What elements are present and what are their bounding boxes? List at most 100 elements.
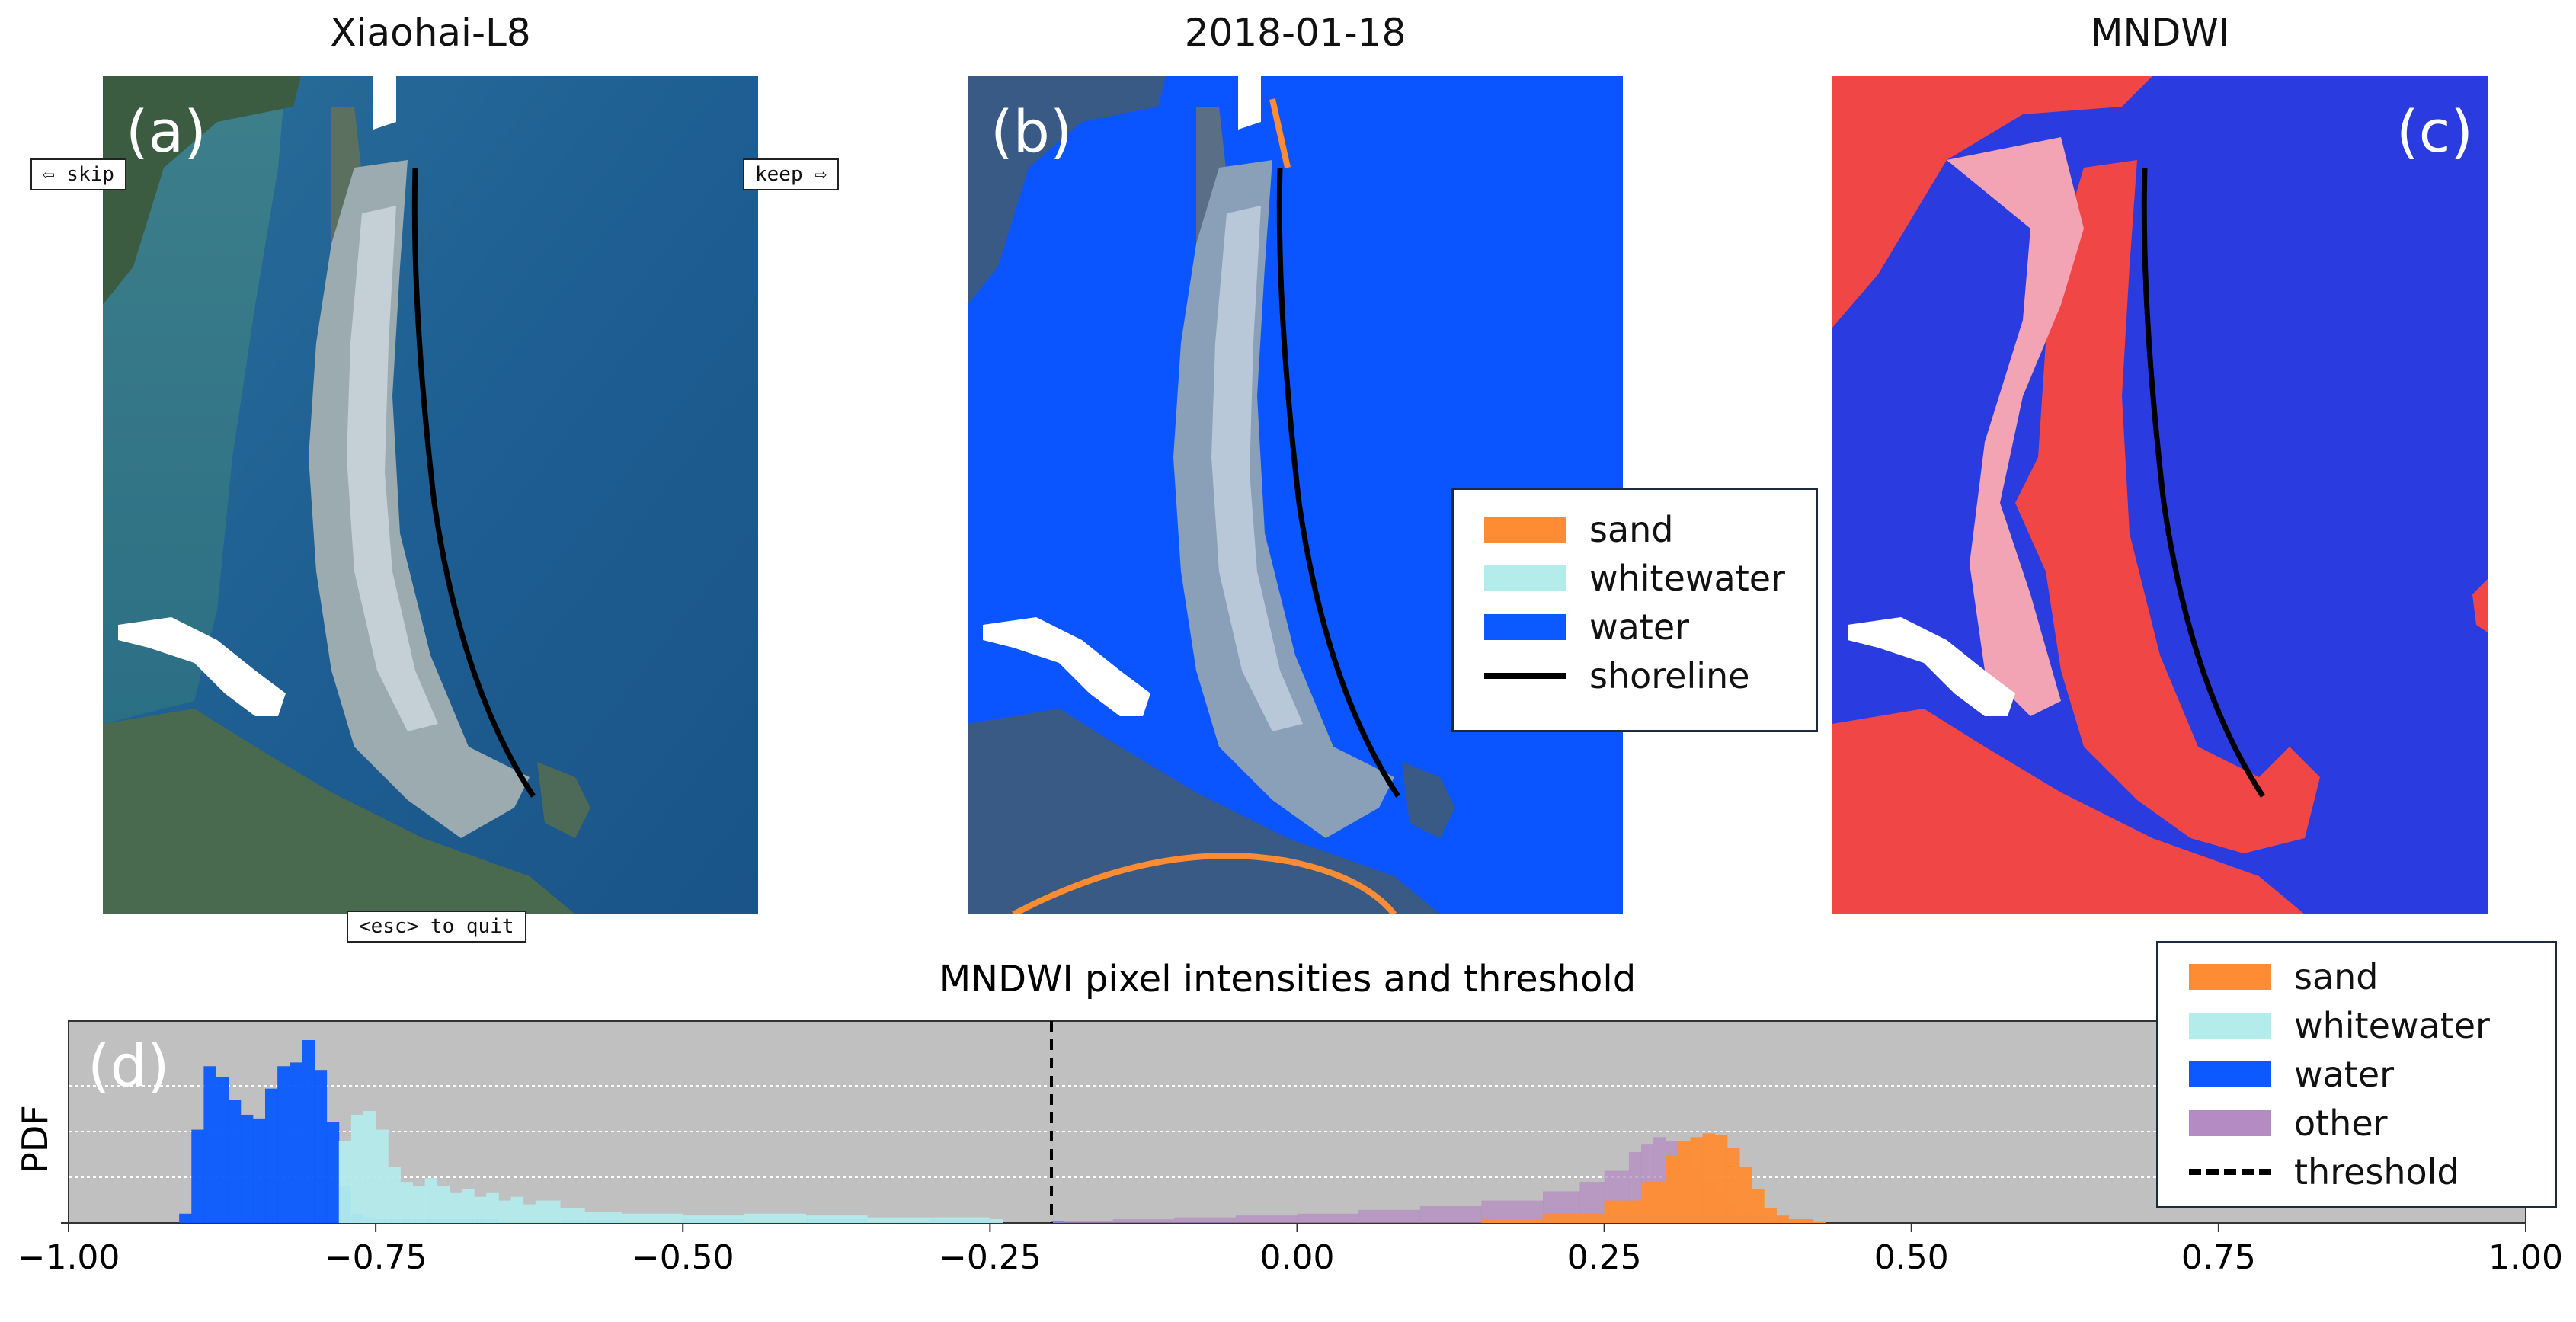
whitewater-bar bbox=[424, 1178, 438, 1223]
whitewater-bar bbox=[683, 1215, 745, 1223]
histogram-legend: sand whitewater water other threshold bbox=[2156, 941, 2557, 1208]
whitewater-bar bbox=[621, 1213, 683, 1223]
water-bar bbox=[277, 1066, 290, 1223]
other-bar bbox=[1174, 1217, 1237, 1223]
sand-bar bbox=[1776, 1215, 1789, 1223]
panel-a-title: Xiaohai-L8 bbox=[330, 11, 531, 55]
whitewater-bar bbox=[805, 1215, 868, 1223]
hist-legend-label: other bbox=[2294, 1103, 2388, 1144]
whitewater-bar bbox=[462, 1189, 475, 1223]
hist-legend-label: sand bbox=[2294, 956, 2379, 997]
whitewater-bar bbox=[928, 1217, 990, 1223]
mndwi-histogram: MNDWI pixel intensities and threshold −1… bbox=[0, 949, 2576, 1319]
whitewater-bar bbox=[437, 1186, 450, 1223]
panel-a-label: (a) bbox=[126, 98, 206, 165]
panel-c-label: (c) bbox=[2396, 98, 2474, 165]
whitewater-bar bbox=[412, 1186, 426, 1223]
sand-bar bbox=[1788, 1219, 1814, 1223]
x-tick-label: −0.75 bbox=[325, 1238, 427, 1277]
sand-bar bbox=[1702, 1133, 1716, 1223]
whitewater-bar bbox=[388, 1167, 401, 1223]
hist-legend-item: threshold bbox=[2189, 1149, 2459, 1195]
water-bar bbox=[228, 1100, 242, 1223]
whitewater-bar bbox=[510, 1196, 524, 1223]
hist-legend-label: water bbox=[2294, 1054, 2395, 1095]
whitewater-bar bbox=[486, 1192, 499, 1223]
satellite-image bbox=[103, 76, 758, 914]
whitewater-bar bbox=[338, 1141, 352, 1223]
whitewater-bar bbox=[584, 1212, 622, 1223]
sand-bar bbox=[1678, 1141, 1691, 1223]
satellite-image-panel: (a) bbox=[103, 76, 758, 914]
x-tick-label: 1.00 bbox=[2488, 1238, 2563, 1277]
water-bar bbox=[179, 1213, 192, 1223]
whitewater-bar bbox=[560, 1208, 585, 1223]
whitewater-bar bbox=[523, 1204, 536, 1223]
plot-area bbox=[68, 1020, 2526, 1224]
map-legend: sand whitewater water shoreline bbox=[1451, 488, 1818, 732]
quit-button[interactable]: <esc> to quit bbox=[347, 911, 526, 943]
map-legend-item: shoreline bbox=[1484, 653, 1749, 699]
map-legend-label: whitewater bbox=[1589, 558, 1785, 599]
water-bar bbox=[216, 1077, 229, 1223]
other-swatch bbox=[2189, 1110, 2271, 1136]
map-legend-label: sand bbox=[1589, 509, 1674, 550]
whitewater-bar bbox=[990, 1219, 1003, 1223]
x-tick-label: 0.25 bbox=[1567, 1238, 1642, 1277]
other-bar bbox=[1051, 1221, 1114, 1223]
panel-c-title: MNDWI bbox=[2090, 11, 2230, 55]
water-bar bbox=[326, 1122, 340, 1223]
water-bar bbox=[252, 1118, 266, 1223]
x-tick-label: −1.00 bbox=[18, 1238, 120, 1277]
whitewater-bar bbox=[744, 1213, 806, 1223]
map-legend-item: whitewater bbox=[1484, 555, 1785, 601]
sand-bar bbox=[1764, 1208, 1777, 1223]
sand-swatch bbox=[1484, 517, 1566, 543]
water-bar bbox=[191, 1129, 204, 1223]
sand-bar bbox=[1543, 1213, 1605, 1223]
whitewater-bar bbox=[449, 1192, 462, 1223]
map-legend-item: water bbox=[1484, 604, 1689, 650]
whitewater-bar bbox=[535, 1200, 561, 1223]
map-legend-label: shoreline bbox=[1589, 655, 1750, 696]
whitewater-bar bbox=[498, 1200, 511, 1223]
sand-bar bbox=[1752, 1189, 1765, 1223]
histogram-bars bbox=[179, 1040, 1826, 1223]
mndwi-image-panel: (c) bbox=[1832, 76, 2488, 914]
x-tick-label: 0.50 bbox=[1874, 1238, 1949, 1277]
y-axis-label: PDF bbox=[14, 1105, 56, 1173]
hist-legend-item: whitewater bbox=[2189, 1003, 2490, 1048]
other-bar bbox=[1112, 1219, 1175, 1223]
skip-button[interactable]: ⇦ skip bbox=[30, 158, 126, 190]
x-tick-label: −0.25 bbox=[939, 1238, 1042, 1277]
water-bar bbox=[240, 1114, 254, 1223]
whitewater-bar bbox=[376, 1129, 389, 1223]
map-legend-item: sand bbox=[1484, 507, 1674, 552]
x-axis-ticks: −1.00 −0.75 −0.50 −0.25 0.00 0.25 0.50 0.75 1.00 bbox=[18, 1223, 2563, 1277]
water-swatch bbox=[2189, 1061, 2271, 1087]
sand-bar bbox=[1641, 1182, 1666, 1223]
sand-bar bbox=[1604, 1200, 1642, 1223]
water-bar bbox=[302, 1040, 315, 1223]
other-bar bbox=[1235, 1215, 1298, 1223]
hist-legend-label: threshold bbox=[2294, 1151, 2459, 1192]
sand-bar bbox=[1666, 1155, 1678, 1223]
sand-bar bbox=[1813, 1221, 1826, 1223]
histogram-chart: MNDWI pixel intensities and threshold −1… bbox=[14, 958, 2563, 1277]
whitewater-bar bbox=[400, 1182, 413, 1223]
panel-b-label: (b) bbox=[990, 98, 1073, 165]
water-bar bbox=[290, 1062, 302, 1223]
sand-bar bbox=[1726, 1148, 1740, 1223]
whitewater-bar bbox=[350, 1114, 364, 1223]
keep-button[interactable]: keep ⇨ bbox=[743, 158, 839, 190]
other-bar bbox=[1419, 1205, 1482, 1223]
whitewater-bar bbox=[474, 1196, 487, 1223]
chart-title: MNDWI pixel intensities and threshold bbox=[939, 958, 1636, 1000]
map-legend-label: water bbox=[1589, 607, 1690, 648]
hist-legend-item: sand bbox=[2189, 954, 2379, 1000]
water-swatch bbox=[1484, 614, 1566, 640]
whitewater-swatch bbox=[2189, 1013, 2271, 1039]
whitewater-bar bbox=[867, 1217, 930, 1223]
x-tick-label: 0.00 bbox=[1260, 1238, 1335, 1277]
sand-bar bbox=[1739, 1167, 1752, 1223]
